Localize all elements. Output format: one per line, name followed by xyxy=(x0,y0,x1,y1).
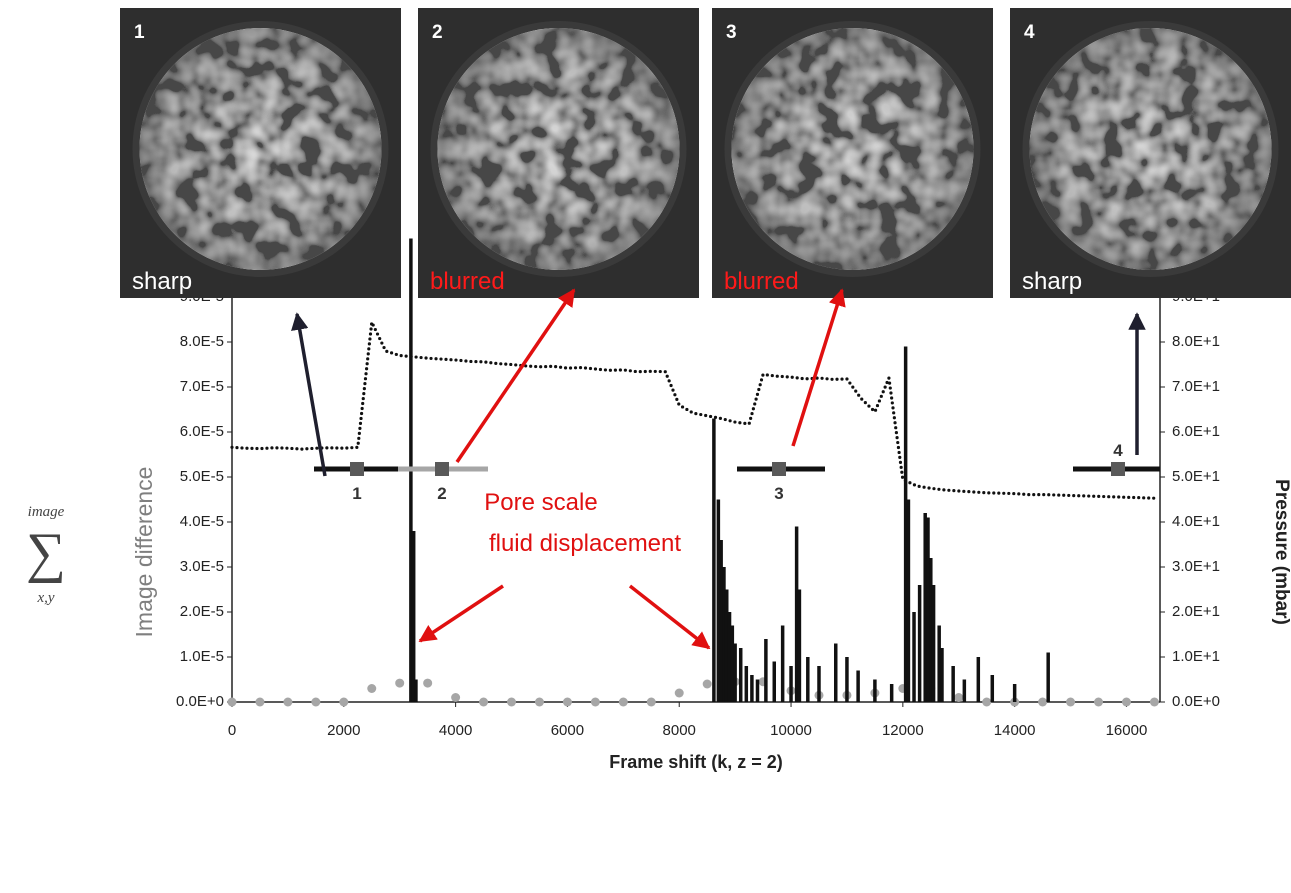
y2-tick-label: 2.0E+1 xyxy=(1172,603,1220,620)
y2-tick-label: 1.0E+1 xyxy=(1172,648,1220,665)
difference-dot xyxy=(674,688,684,698)
y2-axis-title: Pressure (mbar) xyxy=(1271,479,1291,625)
difference-dot xyxy=(451,693,461,702)
difference-dot xyxy=(590,697,600,707)
y-tick-label: 0.0E+0 xyxy=(176,693,224,710)
y2-tick-label: 0.0E+0 xyxy=(1172,693,1220,710)
difference-dot xyxy=(423,678,433,688)
annotation: fluid displacement xyxy=(489,530,681,557)
difference-dot xyxy=(646,697,656,707)
arrow xyxy=(291,312,327,477)
difference-dot xyxy=(255,697,265,707)
annotation: Pore scale xyxy=(484,489,597,516)
x-tick-label: 16000 xyxy=(1106,722,1148,739)
y-tick-label: 5.0E-5 xyxy=(180,468,224,485)
timeline-label: 2 xyxy=(437,484,446,503)
panel-disc-highlight xyxy=(437,28,680,270)
panel-label: sharp xyxy=(1022,268,1082,295)
y-tick-label: 2.0E-5 xyxy=(180,603,224,620)
y-axis-sum: ∑ xyxy=(26,522,66,584)
x-tick-label: 8000 xyxy=(663,722,696,739)
timeline-label: 3 xyxy=(774,484,783,503)
difference-dot xyxy=(1149,697,1159,707)
y-axis-title: Image difference xyxy=(131,467,157,638)
panel-disc-highlight xyxy=(139,28,382,270)
y-tick-label: 7.0E-5 xyxy=(180,378,224,395)
arrow xyxy=(455,288,576,463)
panel-label: blurred xyxy=(724,268,799,295)
difference-dot xyxy=(507,697,517,707)
image-panel: 4 sharp xyxy=(1010,8,1291,298)
panel-number: 1 xyxy=(134,22,145,43)
panel-label: sharp xyxy=(132,268,192,295)
timeline-marker xyxy=(1111,462,1125,476)
difference-dot xyxy=(283,697,293,707)
x-tick-label: 4000 xyxy=(439,722,472,739)
difference-dot xyxy=(618,697,628,707)
arrows xyxy=(291,288,1146,650)
arrow xyxy=(791,288,846,447)
pressure-line xyxy=(230,316,1156,500)
y2-tick-label: 8.0E+1 xyxy=(1172,333,1220,350)
x-tick-label: 14000 xyxy=(994,722,1036,739)
panel-disc-highlight xyxy=(731,28,974,270)
y-tick-label: 6.0E-5 xyxy=(180,423,224,440)
arrow xyxy=(418,584,504,643)
y-axis-sum-top: image xyxy=(28,504,65,520)
x-tick-label: 6000 xyxy=(551,722,584,739)
difference-dot xyxy=(227,697,237,707)
timeline-label: 4 xyxy=(1113,441,1123,460)
y2-tick-label: 7.0E+1 xyxy=(1172,378,1220,395)
difference-dot xyxy=(1121,697,1131,707)
difference-dot xyxy=(562,697,572,707)
difference-dot xyxy=(1066,697,1076,707)
image-panels: 1 sharp 2 blurred 3 blurred 4 sharp xyxy=(120,8,1291,298)
y2-tick-label: 4.0E+1 xyxy=(1172,513,1220,530)
difference-dot xyxy=(479,697,489,707)
panel-number: 4 xyxy=(1024,22,1035,43)
panel-disc-highlight xyxy=(1029,28,1272,270)
x-tick-label: 0 xyxy=(228,722,236,739)
x-tick-label: 10000 xyxy=(770,722,812,739)
panel-number: 2 xyxy=(432,22,443,43)
y-tick-label: 8.0E-5 xyxy=(180,333,224,350)
y2-tick-label: 6.0E+1 xyxy=(1172,423,1220,440)
timeline-marker xyxy=(350,462,364,476)
y-tick-label: 1.0E-5 xyxy=(180,648,224,665)
difference-dot xyxy=(534,697,544,707)
difference-dot xyxy=(311,697,321,707)
difference-dot xyxy=(954,693,964,702)
y2-tick-label: 5.0E+1 xyxy=(1172,468,1220,485)
difference-dot xyxy=(702,679,712,689)
timeline: 1 2 3 4 xyxy=(314,441,1160,503)
panel-number: 3 xyxy=(726,22,737,43)
panel-label: blurred xyxy=(430,268,505,295)
timeline-marker xyxy=(435,462,449,476)
timeline-marker xyxy=(772,462,786,476)
difference-dot xyxy=(1038,697,1048,707)
difference-dot xyxy=(367,684,377,693)
image-panel: 2 blurred xyxy=(418,8,699,298)
difference-dot xyxy=(339,697,349,707)
arrow xyxy=(628,584,711,650)
y2-tick-label: 3.0E+1 xyxy=(1172,558,1220,575)
timeline-label: 1 xyxy=(352,484,361,503)
x-tick-label: 12000 xyxy=(882,722,924,739)
plot-area: 0.0E+0 1.0E-5 2.0E-5 3.0E-5 4.0E-5 5.0E-5 6.0E… xyxy=(176,238,1220,739)
difference-dot xyxy=(395,678,405,688)
difference-dot xyxy=(982,697,992,707)
y-tick-label: 3.0E-5 xyxy=(180,558,224,575)
x-tick-label: 2000 xyxy=(327,722,360,739)
x-axis-title: Frame shift (k, z = 2) xyxy=(609,752,783,772)
difference-dot xyxy=(1094,697,1104,707)
image-panel: 3 blurred xyxy=(712,8,993,298)
y-axis-sum-bottom: x,y xyxy=(36,590,54,606)
y-tick-label: 4.0E-5 xyxy=(180,513,224,530)
image-panel: 1 sharp xyxy=(120,8,401,298)
